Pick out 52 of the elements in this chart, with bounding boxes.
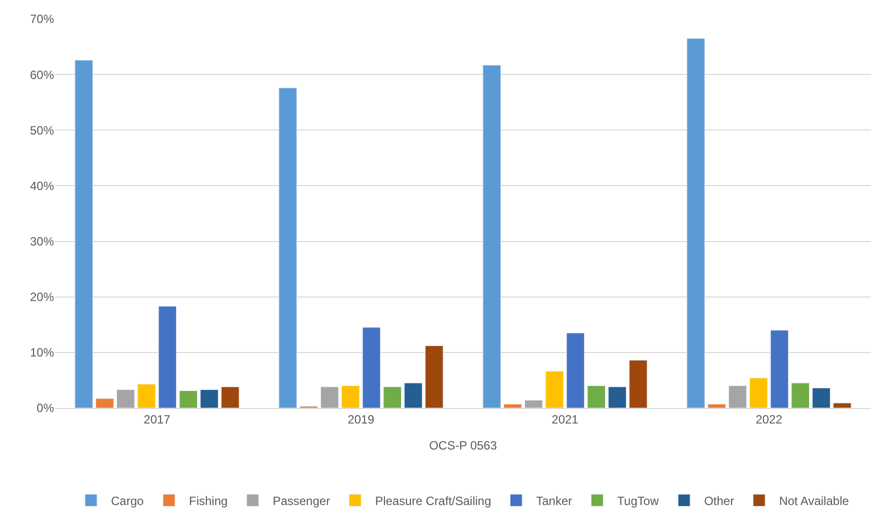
y-tick-label: 30%	[30, 234, 54, 248]
bar	[221, 386, 240, 408]
y-tick-label: 50%	[30, 123, 54, 138]
x-tick-label: 2022	[756, 412, 783, 426]
bar	[524, 400, 543, 408]
y-tick-label: 0%	[36, 401, 54, 416]
bar	[96, 398, 114, 408]
bar	[404, 382, 422, 408]
bar	[770, 330, 789, 408]
bar	[608, 386, 626, 408]
bar	[341, 386, 360, 408]
legend-label: Other	[704, 494, 734, 508]
y-tick-label: 70%	[30, 12, 54, 26]
bar	[362, 327, 381, 408]
legend-label: TugTow	[617, 494, 660, 508]
bar	[812, 388, 830, 408]
bar	[833, 402, 852, 408]
y-tick-label: 60%	[30, 68, 54, 82]
bar	[116, 389, 135, 408]
x-axis-title: OCS-P 0563	[429, 438, 498, 452]
legend-label: Not Available	[779, 494, 850, 508]
legend-label: Pleasure Craft/Sailing	[375, 494, 492, 508]
bar	[158, 306, 177, 408]
bar	[425, 346, 444, 408]
bar	[708, 404, 726, 408]
bar	[749, 378, 768, 408]
bar	[686, 38, 705, 408]
bar	[200, 389, 218, 408]
bar	[566, 332, 585, 408]
bar	[728, 386, 747, 408]
legend-label: Passenger	[272, 494, 330, 508]
bar	[629, 360, 648, 408]
y-tick-label: 20%	[30, 290, 54, 304]
bar	[179, 390, 198, 408]
legend-label: Tanker	[536, 494, 572, 508]
x-tick-label: 2021	[552, 412, 579, 426]
x-tick-label: 2019	[348, 412, 375, 426]
legend-label: Fishing	[189, 494, 228, 508]
bar	[545, 371, 564, 408]
y-tick-label: 40%	[30, 178, 54, 193]
x-tick-label: 2017	[144, 412, 171, 426]
bar	[320, 386, 339, 408]
bar	[482, 64, 501, 408]
legend-label: Cargo	[111, 494, 144, 508]
bar	[137, 384, 156, 408]
bar	[278, 88, 297, 408]
bar	[383, 386, 402, 408]
y-tick-label: 10%	[30, 346, 54, 360]
bar	[74, 60, 93, 408]
bar	[504, 404, 522, 408]
bar	[587, 386, 606, 408]
bar	[791, 382, 810, 408]
